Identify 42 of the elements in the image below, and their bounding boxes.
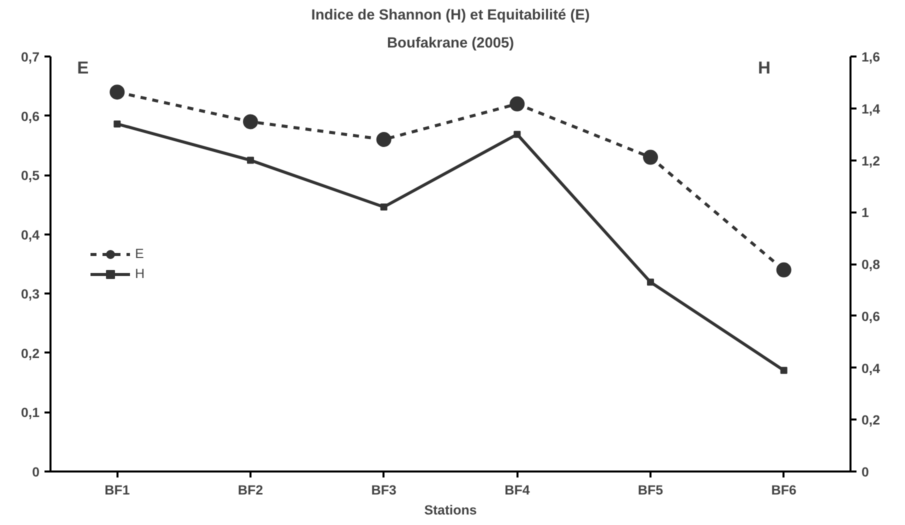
- point: [510, 96, 525, 112]
- chart-subtitle: Boufakrane (2005): [386, 36, 514, 52]
- y2-tick-label: 1,2: [862, 153, 880, 168]
- point: [780, 366, 788, 374]
- y-tick-label: 0,6: [20, 108, 40, 124]
- y2-tick-label: 1: [862, 205, 870, 220]
- y-tick-label: 0,2: [20, 346, 40, 361]
- y2-tick-label: 1,4: [862, 101, 881, 116]
- x-tick-label: BF2: [238, 482, 264, 498]
- point: [243, 114, 258, 130]
- y-tick-label: 0,4: [20, 227, 40, 242]
- y-tick-label: 0,5: [20, 168, 40, 184]
- y2-tick-label: 0,2: [862, 412, 880, 428]
- y2-tick-label: 0,4: [862, 360, 881, 376]
- point: [376, 132, 392, 147]
- y-tick-label: 0: [32, 464, 40, 480]
- point: [647, 278, 654, 286]
- y-tick-label: 0,3: [20, 286, 40, 302]
- legend-label: E: [135, 246, 145, 261]
- x-axis-title: Stations: [424, 502, 477, 518]
- x-tick-label: BF3: [371, 482, 396, 498]
- y2-tick-label: 1,6: [862, 50, 880, 64]
- x-tick-label: BF4: [504, 482, 530, 498]
- y2-tick-label: 0: [862, 464, 869, 480]
- y2-tick-label: 0,6: [862, 308, 880, 324]
- point: [110, 84, 125, 100]
- legend-label: H: [135, 266, 146, 281]
- point: [776, 262, 792, 278]
- point: [247, 156, 254, 164]
- point: [380, 203, 388, 210]
- annotation: H: [758, 57, 770, 78]
- y-tick-label: 0,1: [20, 405, 40, 420]
- x-tick-label: BF1: [104, 482, 130, 498]
- x-tick-label: BF5: [638, 482, 664, 498]
- point: [114, 120, 121, 128]
- point: [643, 150, 658, 165]
- x-tick-label: BF6: [771, 482, 796, 498]
- annotation: E: [77, 57, 89, 78]
- point: [514, 130, 521, 138]
- chart-title: Indice de Shannon (H) et Equitabilité (E): [311, 8, 590, 24]
- y-tick-label: 0,7: [20, 50, 40, 64]
- y2-tick-label: 0,8: [862, 257, 880, 272]
